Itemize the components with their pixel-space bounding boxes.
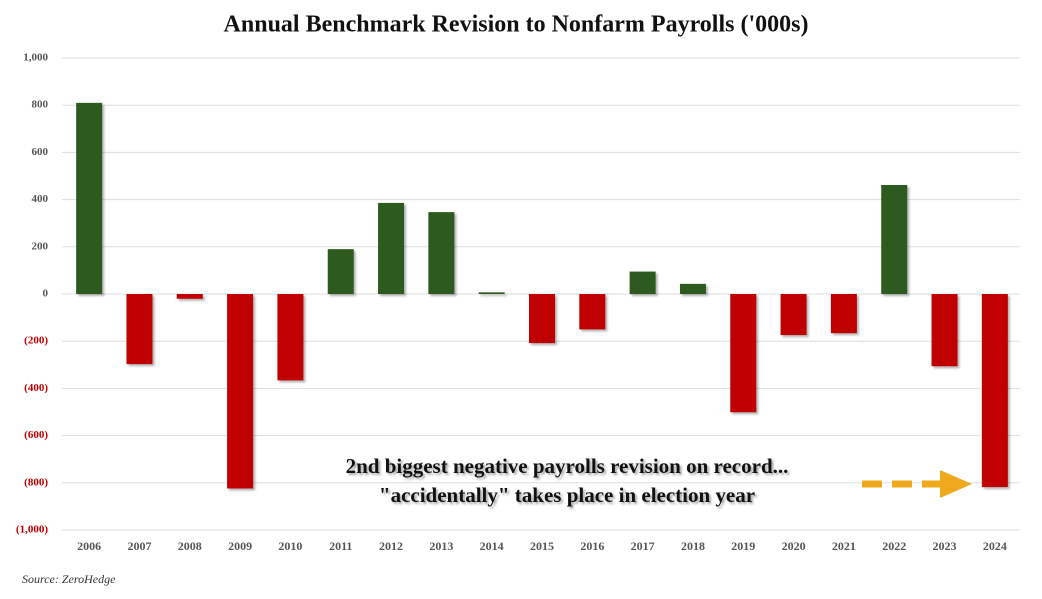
x-tick-label: 2016 [580,539,604,553]
bar [679,283,706,294]
source: Source: ZeroHedge [22,572,116,586]
y-tick-label: (200) [24,335,48,347]
bar [227,294,254,489]
x-tick-label: 2015 [530,539,554,553]
y-tick-label: 600 [32,146,49,158]
x-tick-label: 2009 [228,539,252,553]
x-tick-label: 2017 [631,539,655,553]
bar [378,202,405,294]
bar [478,292,505,294]
arrow [862,470,972,498]
bar [981,294,1008,488]
bar [529,294,555,344]
bar [780,294,807,336]
x-tick-label: 2010 [278,539,302,553]
bar [126,294,153,365]
y-tick-label: (1,000) [16,524,48,536]
bar [730,294,757,413]
x-tick-label: 2019 [731,539,755,553]
y-tick-label: (800) [24,476,48,488]
x-tick-label: 2007 [127,539,151,553]
y-tick-label: 800 [32,99,49,111]
bar [76,102,103,294]
y-tick-label: 0 [43,288,49,300]
bar [830,294,857,334]
x-tick-label: 2006 [77,539,101,553]
bar [176,294,203,299]
bar [881,184,908,294]
x-tick-label: 2008 [178,539,202,553]
bar [579,294,606,330]
chart-title: Annual Benchmark Revision to Nonfarm Pay… [224,12,809,38]
bar [327,249,354,294]
bar [629,271,656,294]
y-tick-label: (600) [24,429,48,441]
x-tick-label: 2011 [329,539,352,553]
x-tick-label: 2020 [782,539,806,553]
x-tick-label: 2014 [480,539,504,553]
bar [931,294,958,367]
x-tick-label: 2013 [429,539,453,553]
bar [428,212,455,294]
y-tick-label: (400) [24,382,48,394]
x-tick-label: 2018 [681,539,705,553]
y-tick-label: 1,000 [23,52,48,64]
bar [277,294,304,381]
x-tick-label: 2012 [379,539,403,553]
x-tick-label: 2024 [983,539,1007,553]
x-tick-label: 2022 [882,539,906,553]
x-tick-label: 2023 [933,539,957,553]
annotation: "accidentally" takes place in election y… [379,483,755,507]
y-tick-label: 400 [32,193,49,205]
x-tick-label: 2021 [832,539,856,553]
y-tick-label: 200 [32,240,49,252]
annotation: 2nd biggest negative payrolls revision o… [346,454,789,478]
